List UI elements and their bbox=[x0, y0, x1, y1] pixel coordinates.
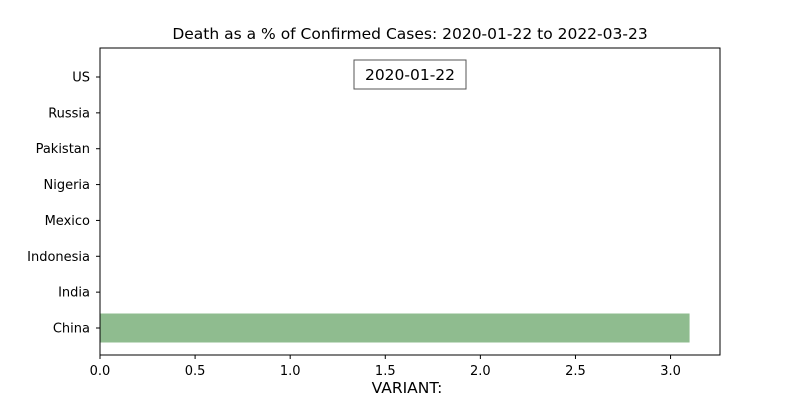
x-tick-label-6: 3.0 bbox=[660, 364, 681, 379]
bar-china bbox=[100, 313, 690, 343]
y-tick-label-china: China bbox=[53, 322, 90, 337]
x-axis-label: VARIANT: bbox=[372, 379, 443, 397]
x-tick-label-3: 1.5 bbox=[375, 364, 396, 379]
x-tick-label-4: 2.0 bbox=[470, 364, 491, 379]
chart-title: Death as a % of Confirmed Cases: 2020-01… bbox=[172, 25, 647, 43]
x-tick-label-5: 2.5 bbox=[565, 364, 586, 379]
date-box-frame bbox=[353, 59, 467, 90]
x-tick-label-1: 0.5 bbox=[185, 364, 206, 379]
x-tick-label-2: 1.0 bbox=[280, 364, 301, 379]
date-box: 2020-01-22 bbox=[353, 59, 467, 90]
date-label: 2020-01-22 bbox=[365, 66, 455, 84]
y-tick-label-indonesia: Indonesia bbox=[27, 250, 90, 265]
x-tick-label-0: 0.0 bbox=[90, 364, 111, 379]
y-tick-label-india: India bbox=[58, 286, 90, 301]
y-tick-label-pakistan: Pakistan bbox=[36, 142, 90, 157]
plot-area: China India Indonesia Mexico Nigeria Pakistan… bbox=[27, 71, 690, 379]
y-tick-label-nigeria: Nigeria bbox=[43, 178, 90, 193]
y-tick-label-mexico: Mexico bbox=[45, 214, 90, 229]
plot-frame bbox=[99, 47, 721, 356]
y-tick-label-russia: Russia bbox=[48, 106, 90, 121]
y-tick-label-us: US bbox=[72, 71, 90, 86]
